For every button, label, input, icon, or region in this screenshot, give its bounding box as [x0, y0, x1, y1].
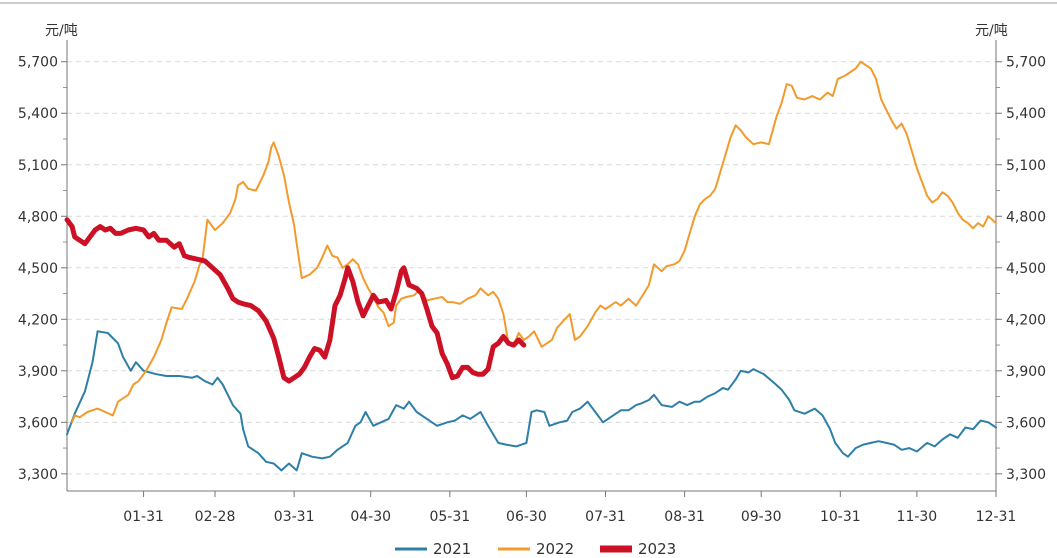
right-y-tick-label: 5,400	[1006, 106, 1046, 122]
right-y-tick-label: 5,100	[1006, 158, 1046, 174]
legend: 2021 2022 2023	[395, 540, 676, 558]
series-line-2023	[64, 217, 527, 384]
series-line-2022	[71, 60, 997, 424]
right-y-tick-label: 3,300	[1006, 467, 1046, 483]
x-tick-label: 05-31	[429, 509, 470, 525]
left-y-unit: 元/吨	[45, 23, 78, 39]
right-y-tick-label: 3,600	[1006, 415, 1046, 431]
legend-label-2021: 2021	[433, 540, 471, 558]
left-y-tick-label: 5,100	[18, 158, 58, 174]
x-tick-label: 10-31	[820, 509, 861, 525]
right-y-tick-label: 3,900	[1006, 364, 1046, 380]
x-tick-label: 01-31	[123, 509, 164, 525]
right-y-tick-label: 4,500	[1006, 261, 1046, 277]
right-y-tick-label: 4,800	[1006, 209, 1046, 225]
axes: 3,300 3,300 3,600 3,600 3,900 3,900 4,200 4,200…	[18, 40, 1046, 525]
x-tick-label: 08-31	[664, 509, 705, 525]
x-tick-label: 02-28	[195, 509, 236, 525]
right-y-unit: 元/吨	[975, 23, 1008, 39]
x-tick-label: 03-31	[274, 509, 315, 525]
left-y-tick-label: 3,300	[18, 467, 58, 483]
x-tick-label: 12-31	[976, 509, 1017, 525]
left-y-tick-label: 5,700	[18, 55, 58, 71]
right-y-tick-label: 5,700	[1006, 55, 1046, 71]
legend-label-2022: 2022	[536, 540, 574, 558]
left-y-tick-label: 4,200	[18, 312, 58, 328]
x-tick-label: 07-31	[585, 509, 626, 525]
x-tick-label: 11-30	[897, 509, 938, 525]
x-tick-label: 06-30	[506, 509, 547, 525]
left-y-tick-label: 3,900	[18, 364, 58, 380]
left-y-tick-label: 5,400	[18, 106, 58, 122]
series-line-2021	[66, 330, 997, 472]
series-lines	[64, 60, 997, 472]
left-y-tick-label: 4,800	[18, 209, 58, 225]
right-y-tick-label: 4,200	[1006, 312, 1046, 328]
x-tick-label: 09-30	[741, 509, 782, 525]
left-y-tick-label: 3,600	[18, 415, 58, 431]
left-y-tick-label: 4,500	[18, 261, 58, 277]
x-tick-label: 04-30	[350, 509, 391, 525]
legend-label-2023: 2023	[638, 540, 676, 558]
gridlines	[67, 61, 996, 475]
